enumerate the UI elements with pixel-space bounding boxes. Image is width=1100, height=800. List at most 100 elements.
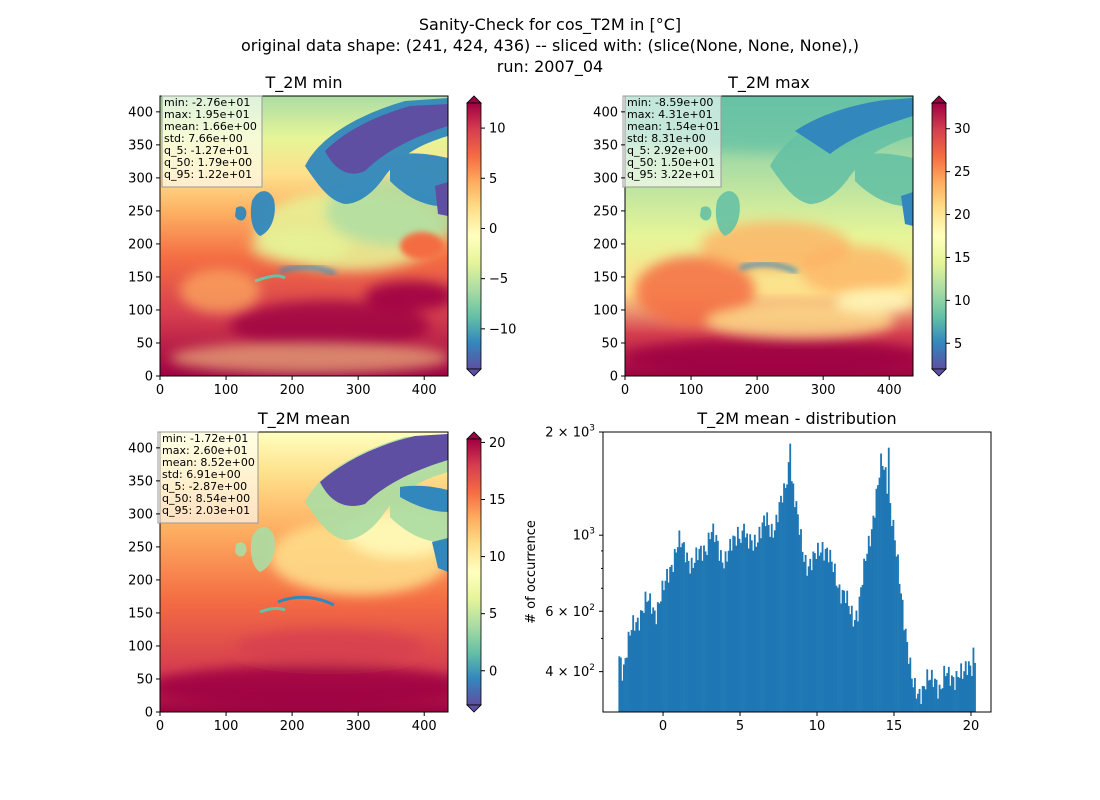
histogram-bar <box>773 530 776 712</box>
histogram-bar <box>766 512 769 712</box>
histogram-bar <box>636 617 639 712</box>
histogram-bar <box>835 585 838 712</box>
histogram-bar <box>812 551 815 712</box>
histogram-bar <box>873 517 876 712</box>
histogram-bar <box>929 679 932 712</box>
histogram-bar <box>892 519 895 712</box>
y-tick-label: 0 <box>145 706 153 721</box>
histogram-bar <box>895 556 898 712</box>
histogram-bar <box>804 554 807 712</box>
histogram-bar <box>758 526 761 712</box>
histogram-bar <box>943 665 946 712</box>
stat-line: q_50: 1.50e+01 <box>627 156 715 169</box>
stat-line: mean: 1.66e+00 <box>164 120 257 133</box>
colorbar-extend-bottom <box>466 704 482 713</box>
histogram-bar <box>764 526 767 712</box>
histogram-bar <box>966 674 969 712</box>
histogram-bars <box>618 443 976 712</box>
histogram-bar <box>623 664 625 712</box>
histogram-bar <box>713 541 716 712</box>
histogram-bar <box>947 666 950 712</box>
y-tick-label: 250 <box>593 204 618 219</box>
histogram-bar <box>846 590 849 712</box>
histogram-bar <box>907 663 910 712</box>
histogram-bar <box>729 538 732 712</box>
stat-line: min: -1.72e+01 <box>162 432 248 445</box>
colorbar-tick-label: 10 <box>489 550 506 565</box>
histogram-bar <box>653 610 656 712</box>
x-tick-label: 400 <box>412 719 437 734</box>
histogram-bar <box>861 584 864 712</box>
y-tick-label: 103 <box>573 527 595 544</box>
x-tick-label: 0 <box>621 383 629 398</box>
histogram-bar <box>747 548 750 712</box>
stat-line: q_5: -2.87e+00 <box>162 480 247 493</box>
histogram-bar <box>643 612 645 712</box>
stat-line: mean: 8.52e+00 <box>162 456 255 469</box>
histogram-bar <box>641 610 644 712</box>
colorbar: 0 5 10 15 20 <box>466 431 506 713</box>
histogram-bar <box>736 526 739 712</box>
histogram-bar <box>920 703 923 712</box>
histogram-bar <box>638 630 641 712</box>
histogram-bar <box>878 477 881 712</box>
histogram-bar <box>700 545 702 712</box>
histogram-bar <box>763 515 765 712</box>
y-tick-label: 350 <box>128 138 153 153</box>
histogram-bar <box>858 596 861 712</box>
histogram-bar <box>904 628 907 712</box>
histogram-bar <box>972 647 975 712</box>
histogram-bar <box>666 569 668 712</box>
histogram-bar <box>738 538 741 712</box>
y-tick-label: 400 <box>593 105 618 120</box>
histogram-bar <box>906 641 909 712</box>
histogram-bar <box>817 542 819 712</box>
y-tick-label: 200 <box>593 237 618 252</box>
histogram-bar <box>960 663 963 712</box>
colorbar-gradient <box>466 102 482 370</box>
plot-frame <box>602 431 992 713</box>
y-axis-label: # of occurrence <box>524 520 539 624</box>
histogram-bar <box>797 514 799 712</box>
histogram-bar <box>927 680 930 712</box>
histogram-bar <box>743 523 745 712</box>
histogram-bar <box>704 551 707 712</box>
y-tick-label: 250 <box>128 204 153 219</box>
panel-title: T_2M mean - distribution <box>696 409 896 429</box>
histogram-bar <box>624 658 627 712</box>
y-tick-label: 2 × 103 <box>545 424 595 441</box>
histogram-bar <box>663 590 665 712</box>
histogram-bar <box>703 545 705 712</box>
histogram-bar <box>863 558 866 712</box>
x-tick-label: 0 <box>156 383 164 398</box>
x-tick-label: 100 <box>679 383 704 398</box>
histogram-bar <box>890 526 893 712</box>
colorbar-tick-label: 15 <box>489 493 506 508</box>
histogram-bar <box>710 532 713 712</box>
y-tick-label: 0 <box>610 370 618 385</box>
histogram-bar <box>706 555 708 712</box>
histogram-bar <box>718 560 721 712</box>
histogram-bar <box>921 685 924 712</box>
histogram-bar <box>767 524 770 712</box>
y-tick-label: 50 <box>601 336 618 351</box>
histogram-bar <box>756 542 759 712</box>
histogram-bar <box>952 677 955 712</box>
histogram-bar <box>967 661 970 712</box>
histogram-bar <box>950 675 953 712</box>
histogram-bar <box>786 484 789 712</box>
histogram-bar <box>867 535 870 712</box>
colorbar: 5 10 15 20 25 30 <box>931 95 971 377</box>
histogram-bar <box>784 487 787 712</box>
y-tick-exponent: 3 <box>589 424 595 434</box>
histogram-bar <box>833 563 836 712</box>
histogram-bar <box>887 447 890 712</box>
histogram-bar <box>672 572 675 712</box>
histogram-bar <box>692 567 695 712</box>
histogram-bar <box>741 530 744 712</box>
stat-line: q_95: 3.22e+01 <box>627 168 715 181</box>
map-t2m-min: min: -2.76e+01 max: 1.95e+01 mean: 1.66e… <box>128 95 449 398</box>
histogram-bar <box>940 689 943 712</box>
histogram-bar <box>776 522 779 712</box>
